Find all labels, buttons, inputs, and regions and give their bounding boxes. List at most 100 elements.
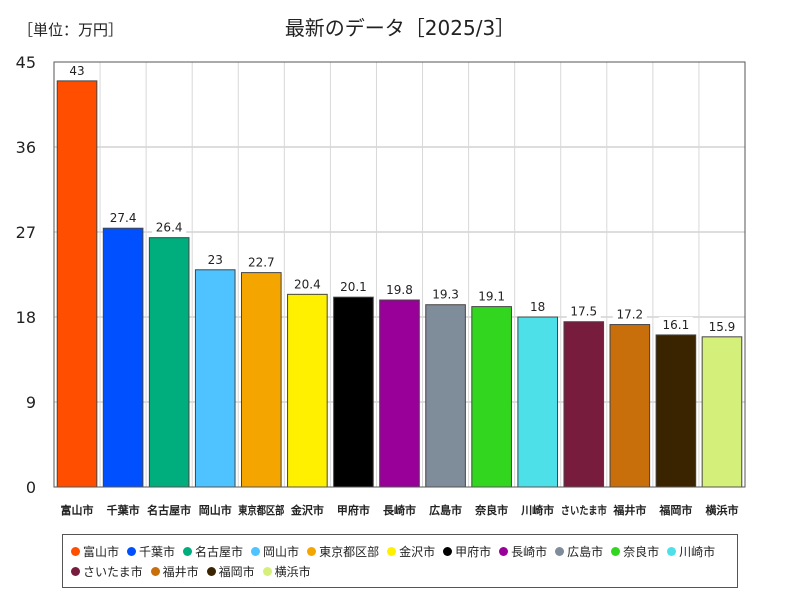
- plot-frame: [53, 61, 746, 488]
- bar: [425, 304, 466, 488]
- legend-label: 横浜市: [274, 564, 311, 579]
- y-tick-label: 9: [26, 393, 36, 412]
- y-tick-label: 0: [26, 478, 36, 497]
- legend-swatch: [71, 566, 80, 576]
- x-tick-label: 東京都区部: [238, 503, 284, 517]
- legend-label: さいたま市: [83, 564, 143, 579]
- data-label: 17.5: [570, 305, 597, 319]
- x-tick-label: 横浜市: [705, 503, 738, 517]
- data-label: 26.4: [156, 221, 183, 235]
- legend-entry: 東京都区部: [307, 541, 379, 561]
- x-tick-label: 金沢市: [290, 503, 324, 517]
- legend-entry: 千葉市: [127, 541, 175, 561]
- data-label-bg: [244, 254, 279, 270]
- data-label-bg: [290, 276, 325, 292]
- bar: [563, 321, 605, 488]
- legend-entry: 奈良市: [611, 541, 659, 561]
- legend-label: 東京都区部: [319, 544, 380, 559]
- legend-swatch: [183, 546, 193, 556]
- legend-swatch: [555, 546, 565, 556]
- legend-swatch: [611, 546, 621, 556]
- legend-swatch: [251, 546, 261, 556]
- bars: 43 27.4 26.4 23 22.7 20.4 20.1 19.8 19.3 19.1 18 17…: [56, 62, 743, 488]
- legend-swatch: [499, 546, 509, 556]
- data-label-bg: [106, 210, 141, 226]
- data-label-bg: [382, 282, 417, 297]
- data-label: 20.1: [340, 280, 367, 294]
- legend-swatch: [150, 566, 160, 576]
- bar: [240, 272, 282, 488]
- legend-entry: さいたま市: [71, 561, 143, 581]
- data-label: 19.1: [478, 290, 505, 304]
- bar: [655, 334, 697, 488]
- legend-entry: 甲府市: [443, 541, 491, 561]
- data-label-bg: [336, 279, 371, 295]
- data-label-bg: [612, 306, 647, 322]
- x-tick-label: 名古屋市: [147, 503, 191, 517]
- legend-label: 岡山市: [263, 544, 300, 559]
- legend-swatch: [387, 546, 397, 556]
- legend-swatch: [127, 546, 137, 556]
- legend-label: 金沢市: [399, 544, 436, 559]
- legend-label: 千葉市: [139, 544, 176, 559]
- legend-entry: 広島市: [555, 541, 603, 561]
- data-label: 43: [69, 64, 84, 78]
- x-tick-label: 福岡市: [658, 503, 692, 517]
- data-label-bg: [198, 251, 233, 267]
- legend-label: 広島市: [567, 544, 604, 559]
- x-tick-label: 福井市: [612, 503, 646, 517]
- legend-entry: 岡山市: [251, 541, 299, 561]
- data-label: 20.4: [294, 277, 321, 291]
- data-label: 15.9: [709, 320, 736, 334]
- unit-label: ［単位：万円］: [18, 21, 123, 39]
- data-label-bg: [60, 62, 95, 78]
- data-label-bg: [474, 288, 509, 304]
- data-label: 18: [530, 300, 545, 314]
- legend-label: 川崎市: [679, 544, 716, 559]
- legend-entry: 金沢市: [387, 541, 435, 561]
- data-label-bg: [566, 303, 601, 319]
- legend-label: 長崎市: [511, 544, 548, 559]
- bar: [701, 336, 743, 488]
- data-label: 16.1: [663, 318, 690, 332]
- data-label: 27.4: [110, 211, 137, 225]
- y-tick-label: 18: [16, 308, 36, 327]
- legend-label: 奈良市: [623, 544, 660, 559]
- legend-label: 福岡市: [218, 564, 255, 579]
- bar: [379, 299, 420, 488]
- legend-label: 富山市: [83, 544, 120, 559]
- x-tick-label: 岡山市: [199, 503, 232, 517]
- legend-label: 福井市: [162, 564, 199, 579]
- y-tick-label: 36: [16, 138, 36, 157]
- legend-swatch: [443, 546, 453, 556]
- data-label: 22.7: [248, 256, 275, 270]
- bar: [471, 306, 512, 488]
- data-label: 19.3: [432, 288, 459, 302]
- x-tick-label: 奈良市: [474, 503, 508, 517]
- bar: [609, 324, 651, 488]
- legend-entry: 富山市: [71, 541, 119, 561]
- data-label: 23: [208, 253, 223, 267]
- legend-swatch: [262, 566, 272, 576]
- legend-swatch: [667, 546, 677, 556]
- bar: [56, 80, 98, 488]
- y-tick-label: 45: [16, 53, 36, 72]
- legend-entry: 川崎市: [667, 541, 715, 561]
- legend-entry: 横浜市: [262, 561, 311, 581]
- x-tick-label: 富山市: [61, 503, 94, 517]
- y-axis-ticks: 0 9 18 27 36 45: [16, 53, 36, 497]
- legend-entry: 名古屋市: [183, 541, 243, 561]
- y-tick-label: 27: [16, 223, 36, 242]
- x-tick-label: 広島市: [429, 503, 462, 517]
- bar: [102, 227, 144, 488]
- data-label-bg: [152, 219, 187, 235]
- data-label: 17.2: [616, 308, 643, 322]
- bar: [194, 269, 236, 488]
- bar: [148, 237, 190, 488]
- chart-title: 最新のデータ［2025/3］: [285, 16, 515, 40]
- bar: [287, 293, 328, 488]
- legend-swatch: [307, 546, 317, 556]
- legend-swatch: [71, 546, 80, 556]
- legend-entry: 長崎市: [499, 541, 547, 561]
